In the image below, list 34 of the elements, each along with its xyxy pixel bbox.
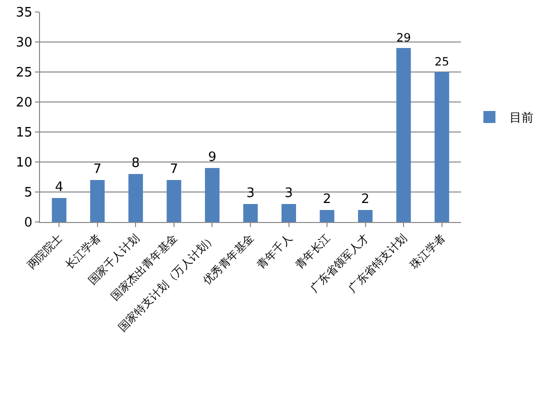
data-label: 8 [132, 156, 140, 171]
data-label: 29 [396, 30, 411, 44]
y-tick-label: 20 [16, 96, 32, 111]
bar [90, 180, 105, 222]
y-tick-label: 30 [16, 36, 32, 51]
y-tick-label: 0 [24, 216, 32, 231]
data-label: 9 [208, 150, 216, 165]
bar [128, 174, 143, 222]
data-label: 3 [284, 186, 293, 201]
y-tick-label: 15 [16, 126, 32, 141]
x-tick-label: 珠江学者 [408, 232, 448, 272]
data-label: 3 [246, 186, 255, 201]
bar [434, 72, 450, 222]
y-tick-label: 5 [24, 186, 32, 201]
bar [166, 180, 182, 222]
bar [358, 210, 373, 222]
data-label: 7 [170, 162, 178, 177]
x-tick-label: 两院院士 [24, 232, 66, 272]
y-tick-label: 25 [16, 66, 32, 81]
bar [396, 48, 411, 222]
bar [243, 204, 258, 222]
bar [204, 168, 220, 222]
x-tick-label: 青年千人 [254, 232, 295, 272]
bar [282, 204, 296, 222]
data-label: 2 [322, 192, 332, 207]
y-tick-label: 35 [16, 6, 32, 21]
data-label: 4 [54, 180, 64, 195]
bar [52, 198, 66, 222]
y-tick-label: 10 [16, 156, 32, 171]
data-label: 2 [361, 192, 370, 207]
bar [320, 210, 334, 222]
data-label: 7 [93, 162, 102, 177]
legend-label: 目前 [509, 110, 534, 125]
data-label: 25 [434, 54, 450, 68]
